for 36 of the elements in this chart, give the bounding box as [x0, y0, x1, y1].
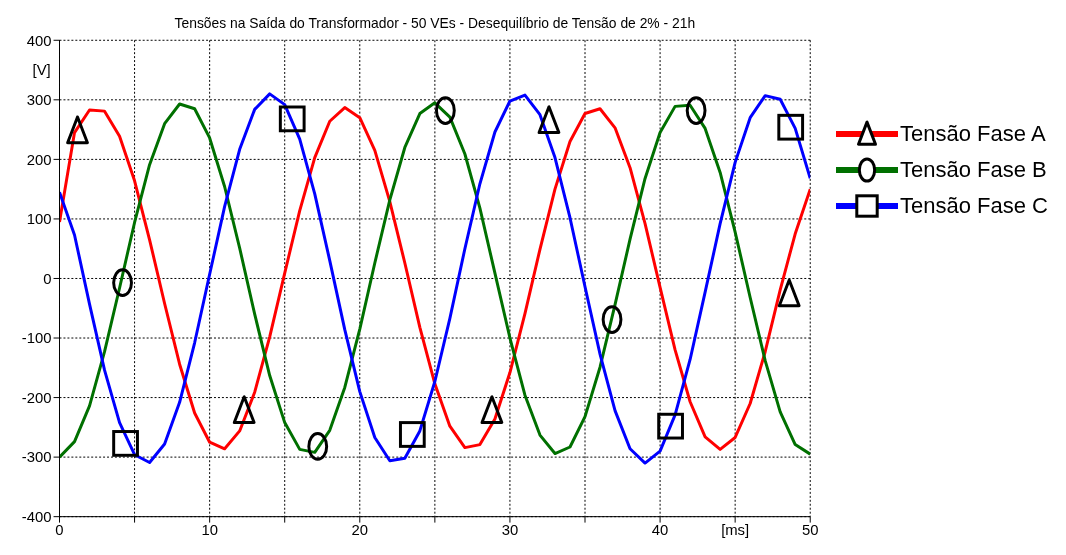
- point: [657, 412, 684, 440]
- point: [232, 395, 256, 425]
- x-tick-label: 30: [501, 522, 519, 539]
- point: [777, 113, 805, 141]
- y-tick-label: 200: [26, 151, 52, 168]
- y-tick-label: 100: [26, 211, 52, 228]
- point: [398, 421, 426, 448]
- y-tick-label: -400: [21, 508, 52, 525]
- point: [601, 305, 623, 334]
- point: [777, 278, 801, 308]
- point: [480, 395, 504, 425]
- point: [66, 115, 89, 145]
- legend-label: Tensão Fase B: [900, 157, 1047, 183]
- legend-label: Tensão Fase C: [900, 193, 1048, 219]
- y-axis-title: [V]: [32, 62, 51, 79]
- x-tick-label: 40: [651, 522, 669, 539]
- point: [112, 268, 133, 297]
- point: [537, 105, 561, 135]
- x-tick-label: 10: [201, 522, 218, 539]
- chart-title: Tensões na Saída do Transformador - 50 VEs - Desequilíbrio de Tensão de 2% - 21h: [174, 15, 696, 32]
- legend-label: Tensão Fase A: [900, 121, 1046, 147]
- y-tick-label: -100: [21, 330, 52, 347]
- point: [278, 105, 306, 133]
- point: [685, 96, 707, 125]
- x-tick-label: 0: [55, 522, 64, 539]
- point: [112, 430, 139, 457]
- y-tick-label: 0: [43, 270, 52, 287]
- y-tick-label: 300: [26, 92, 52, 109]
- x-tick-label: 50: [801, 522, 819, 539]
- point: [307, 432, 329, 461]
- y-tick-label: -300: [21, 449, 52, 466]
- y-tick-label: 400: [26, 32, 52, 49]
- point: [434, 96, 456, 125]
- x-axis-title: [ms]: [721, 522, 750, 539]
- x-tick-label: 20: [351, 522, 369, 539]
- y-tick-label: -200: [21, 389, 52, 406]
